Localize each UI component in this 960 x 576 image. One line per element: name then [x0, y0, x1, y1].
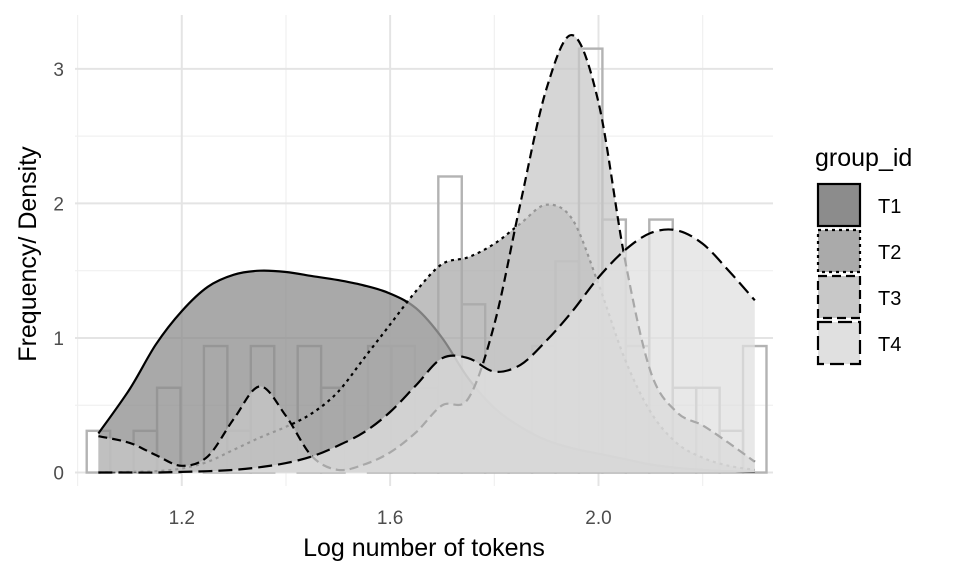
density-curves — [97, 34, 756, 474]
legend-key-t3 — [816, 274, 862, 320]
y-tick-label: 2 — [53, 194, 64, 215]
density-area-t4 — [98, 229, 755, 473]
legend-key-t1 — [816, 182, 862, 228]
x-tick-label: 1.2 — [169, 508, 195, 529]
legend-label-t3: T3 — [878, 288, 901, 310]
y-tick-label: 0 — [53, 464, 64, 485]
x-tick-label: 1.6 — [377, 508, 403, 529]
legend-label-t1: T1 — [878, 196, 901, 218]
legend-key-t4 — [816, 320, 862, 366]
x-axis-title: Log number of tokens — [303, 534, 545, 562]
y-axis-tick-labels: 0 1 2 3 — [53, 60, 64, 485]
legend: group_id T1 T2 T3 T4 — [815, 144, 912, 366]
density-line-t4 — [98, 228, 756, 474]
y-tick-label: 1 — [53, 329, 64, 350]
y-tick-label: 3 — [53, 60, 64, 81]
y-axis-title: Frequency/ Density — [14, 146, 42, 362]
legend-label-t2: T2 — [878, 242, 901, 264]
legend-title: group_id — [815, 144, 912, 172]
x-axis-tick-labels: 1.2 1.6 2.0 — [169, 508, 612, 529]
legend-key-t2 — [816, 228, 862, 274]
legend-label-t4: T4 — [878, 334, 901, 356]
x-tick-label: 2.0 — [585, 508, 611, 529]
